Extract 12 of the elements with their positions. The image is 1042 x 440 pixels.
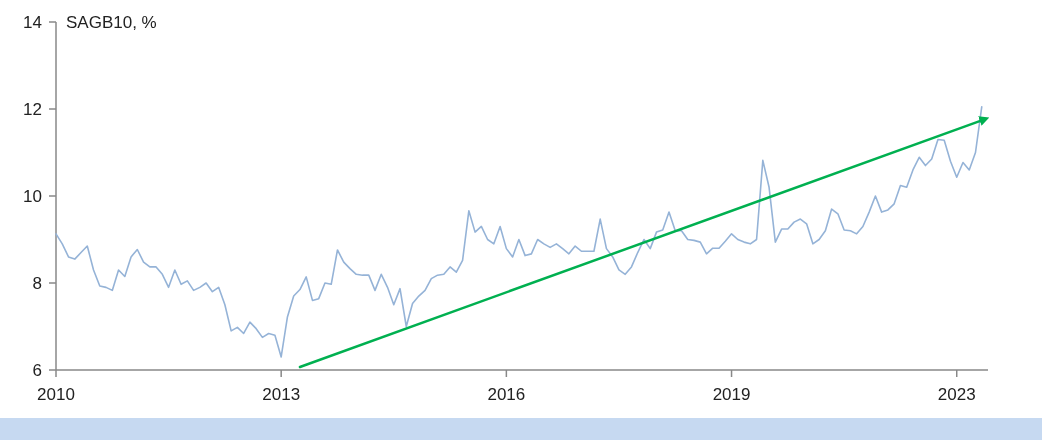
x-tick-label: 2016: [487, 385, 526, 404]
x-tick-label: 2019: [712, 385, 751, 404]
y-tick-label: 6: [32, 360, 42, 380]
x-tick-label: 2013: [262, 385, 301, 404]
y-tick-label: 12: [23, 99, 42, 119]
y-tick-label: 10: [23, 186, 42, 206]
y-tick-label: 14: [23, 12, 42, 32]
line-series: [55, 106, 983, 358]
x-tick-label: 2023: [937, 385, 976, 404]
y-tick-label: 8: [32, 273, 42, 293]
chart-title: SAGB10, %: [66, 13, 157, 32]
x-tick-label: 2010: [37, 385, 75, 404]
